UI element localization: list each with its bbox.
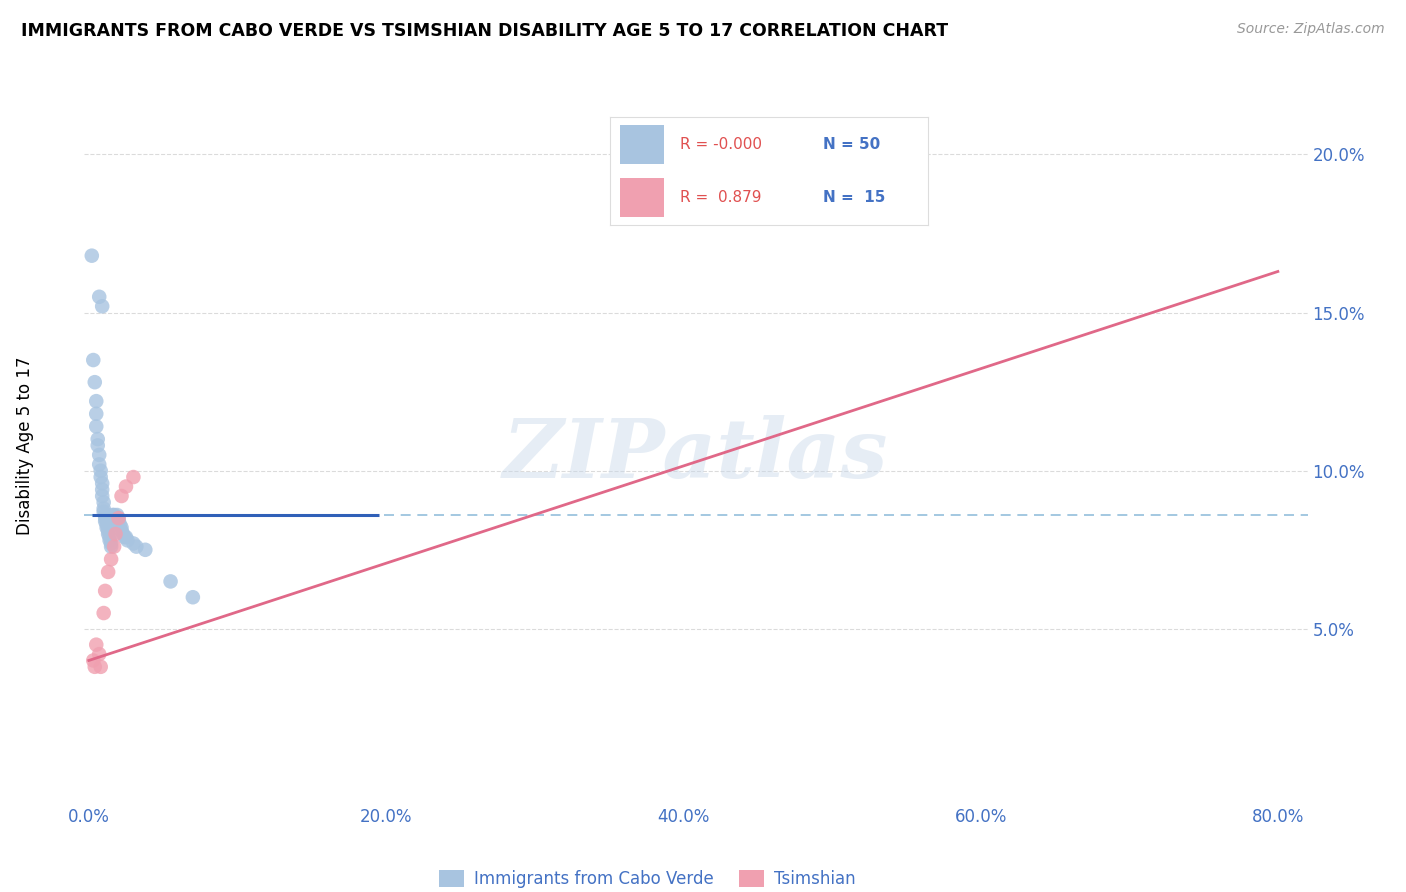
Point (122, 536, 145, 550)
Point (115, 530, 138, 544)
Point (159, 574, 181, 589)
Point (83, 660, 105, 674)
Point (134, 542, 156, 557)
Point (97, 565, 120, 579)
Point (87, 432, 110, 446)
Point (100, 540, 122, 554)
Point (108, 517, 131, 532)
Point (84, 638, 107, 652)
Text: Disability Age 5 to 17: Disability Age 5 to 17 (17, 357, 34, 535)
Point (98, 530, 121, 544)
Point (114, 530, 136, 544)
Text: ZIPatlas: ZIPatlas (503, 415, 889, 495)
Point (107, 514, 129, 528)
Point (101, 511, 124, 525)
Point (93, 505, 115, 519)
Point (90, 470, 112, 484)
Point (84, 407, 107, 421)
Point (93, 606, 115, 620)
Point (93, 501, 115, 516)
Point (117, 533, 139, 548)
Point (125, 540, 148, 554)
Point (100, 536, 122, 550)
Point (100, 552, 122, 566)
Point (181, 591, 204, 605)
Point (94, 583, 117, 598)
Point (105, 508, 128, 522)
Point (115, 479, 138, 493)
Point (89, 647, 111, 661)
Point (96, 521, 118, 535)
Point (103, 540, 125, 554)
Point (89, 290, 111, 304)
Text: IMMIGRANTS FROM CABO VERDE VS TSIMSHIAN DISABILITY AGE 5 TO 17 CORRELATION CHART: IMMIGRANTS FROM CABO VERDE VS TSIMSHIAN … (21, 22, 948, 40)
Point (110, 521, 132, 535)
Point (94, 514, 117, 528)
Point (110, 524, 132, 538)
Point (82, 653, 104, 667)
Point (91, 489, 114, 503)
Point (90, 660, 112, 674)
Point (89, 458, 111, 472)
Point (94, 508, 117, 522)
Point (104, 527, 127, 541)
Point (98, 533, 121, 548)
Text: Source: ZipAtlas.com: Source: ZipAtlas.com (1237, 22, 1385, 37)
Point (97, 527, 120, 541)
Point (107, 511, 129, 525)
Point (82, 353, 104, 368)
Point (80, 249, 103, 263)
Point (94, 511, 117, 525)
Point (84, 394, 107, 409)
Point (84, 419, 107, 434)
Point (93, 495, 115, 509)
Point (111, 527, 134, 541)
Point (110, 489, 132, 503)
Point (87, 438, 110, 452)
Point (83, 375, 105, 389)
Point (91, 476, 114, 491)
Point (91, 299, 114, 313)
Point (91, 483, 114, 497)
Legend: Immigrants from Cabo Verde, Tsimshian: Immigrants from Cabo Verde, Tsimshian (432, 863, 862, 892)
Point (104, 511, 127, 525)
Point (122, 470, 145, 484)
Point (107, 511, 129, 525)
Point (89, 448, 111, 462)
Point (96, 517, 118, 532)
Point (97, 524, 120, 538)
Point (103, 508, 125, 522)
Point (90, 464, 112, 478)
Point (101, 508, 124, 522)
